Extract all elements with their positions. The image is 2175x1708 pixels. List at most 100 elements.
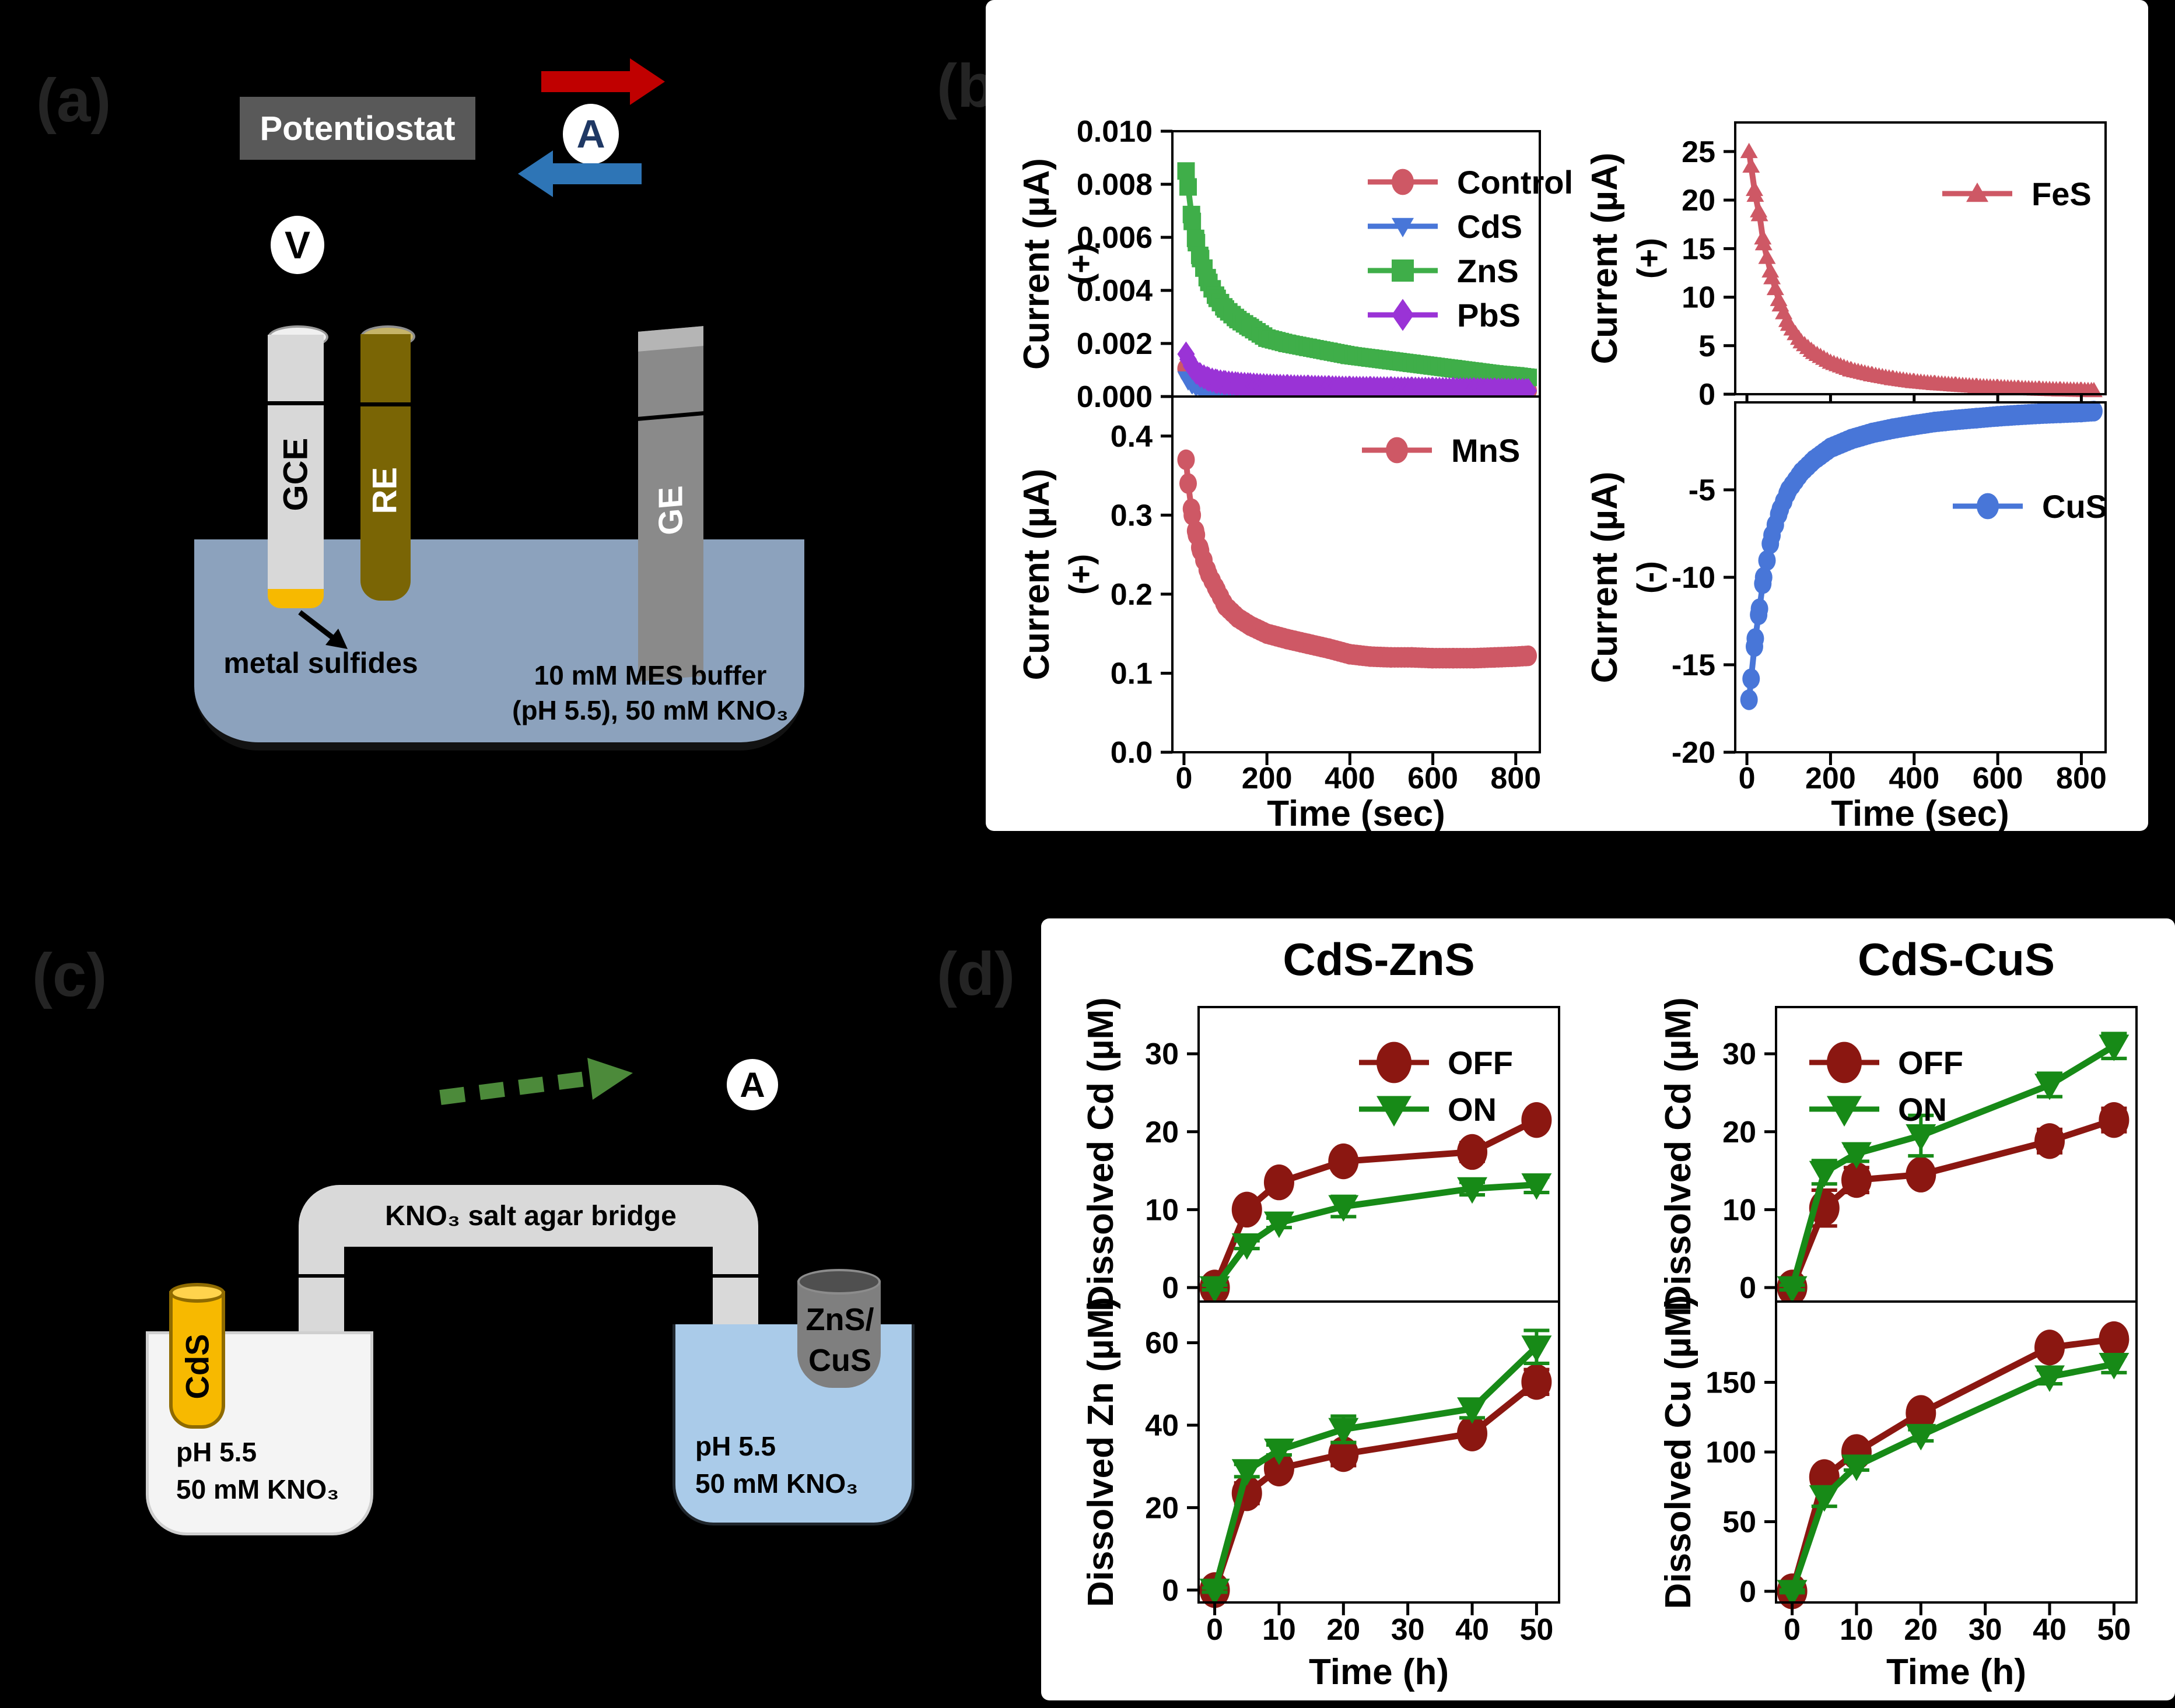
panel-c-label: (c)	[32, 941, 107, 1009]
svg-text:40: 40	[1145, 1409, 1179, 1443]
svg-text:150: 150	[1705, 1366, 1756, 1400]
svg-text:800: 800	[1490, 762, 1541, 795]
svg-text:Time (h): Time (h)	[1309, 1652, 1449, 1692]
svg-text:20: 20	[1682, 184, 1715, 218]
svg-text:Time (sec): Time (sec)	[1831, 794, 2009, 834]
svg-text:600: 600	[1973, 762, 2023, 795]
acceptor-kno3-label: 50 mM KNO₃	[695, 1468, 859, 1499]
svg-text:0: 0	[1784, 1613, 1801, 1647]
gce-clamp-line	[268, 401, 324, 405]
svg-text:ON: ON	[1898, 1091, 1947, 1128]
svg-text:0.0: 0.0	[1111, 736, 1153, 770]
svg-text:0: 0	[1175, 762, 1192, 795]
chart-b_left: 0.000 0.002 0.004 0.006 0.008 0.010 Current (µ…	[1017, 115, 1573, 834]
panel-a-label: (a)	[36, 66, 111, 135]
svg-text:0.000: 0.000	[1077, 380, 1153, 414]
buffer-line1: 10 mM MES buffer	[534, 660, 767, 690]
svg-text:800: 800	[2056, 762, 2107, 795]
svg-text:20: 20	[1145, 1116, 1179, 1149]
svg-text:400: 400	[1889, 762, 1939, 795]
potentiostat-box: Potentiostat	[240, 97, 475, 160]
svg-text:CdS-CuS: CdS-CuS	[1858, 934, 2055, 985]
svg-text:ON: ON	[1448, 1091, 1497, 1128]
ammeter-a-circle: A	[563, 104, 619, 164]
buffer-line2: (pH 5.5), 50 mM KNO₃	[512, 695, 789, 725]
bridge-joint-right	[713, 1274, 758, 1278]
svg-text:50: 50	[1519, 1613, 1553, 1647]
svg-text:0: 0	[1162, 1271, 1179, 1305]
svg-text:0.002: 0.002	[1077, 327, 1153, 361]
donor-kno3-label: 50 mM KNO₃	[176, 1474, 339, 1504]
metal-sulfides-label: metal sulfides	[223, 647, 418, 679]
svg-text:0.008: 0.008	[1077, 168, 1153, 202]
svg-text:Current (µA): Current (µA)	[1017, 158, 1057, 370]
svg-text:Current (µA): Current (µA)	[1017, 469, 1057, 681]
svg-text:0: 0	[1739, 762, 1756, 795]
svg-text:0.006: 0.006	[1077, 221, 1153, 255]
svg-text:5: 5	[1698, 329, 1715, 363]
svg-text:20: 20	[1904, 1613, 1938, 1647]
voltmeter-symbol: V	[284, 223, 311, 266]
acceptor-ph-label: pH 5.5	[695, 1431, 776, 1461]
svg-text:FeS: FeS	[2032, 176, 2092, 212]
cds-electrode-cylinder: CdS	[169, 1283, 225, 1429]
svg-text:60: 60	[1145, 1327, 1179, 1360]
svg-text:Control: Control	[1457, 164, 1573, 201]
bridge-joint-left	[299, 1274, 344, 1278]
znscus-label-line2: CuS	[808, 1343, 871, 1378]
svg-text:Time (h): Time (h)	[1886, 1652, 2026, 1692]
ammeter-c-symbol: A	[740, 1065, 765, 1104]
re-clamp-line	[360, 402, 411, 406]
svg-text:Dissolved Cu (µM): Dissolved Cu (µM)	[1658, 1295, 1698, 1609]
svg-text:ZnS: ZnS	[1457, 252, 1519, 289]
svg-text:10: 10	[1262, 1613, 1296, 1647]
donor-cell-labels: pH 5.5 50 mM KNO₃	[176, 1433, 339, 1508]
acceptor-cell-labels: pH 5.5 50 mM KNO₃	[695, 1428, 858, 1502]
svg-text:-5: -5	[1689, 474, 1715, 507]
svg-text:10: 10	[1682, 281, 1715, 315]
panel-d-label: (d)	[937, 940, 1015, 1008]
svg-text:20: 20	[1722, 1116, 1756, 1149]
svg-text:OFF: OFF	[1898, 1044, 1963, 1081]
green-dashed-arrow-icon	[439, 1058, 633, 1105]
chart-d_right: CdS-CuS 0 10 20 30 Dissolved Cd (µM) OFF ON 0 50 1…	[1658, 934, 2138, 1692]
svg-text:30: 30	[1145, 1037, 1179, 1071]
svg-text:Dissolved Zn (µM): Dissolved Zn (µM)	[1081, 1297, 1121, 1607]
salt-bridge-label: KNO₃ salt agar bridge	[385, 1201, 677, 1232]
svg-text:Dissolved Cd (µM): Dissolved Cd (µM)	[1658, 997, 1698, 1311]
buffer-composition-label: 10 mM MES buffer (pH 5.5), 50 mM KNO₃	[507, 658, 793, 728]
salt-bridge-bar	[299, 1185, 758, 1247]
svg-text:0: 0	[1162, 1574, 1179, 1608]
svg-text:600: 600	[1407, 762, 1458, 795]
svg-text:0.2: 0.2	[1111, 578, 1153, 612]
donor-ph-label: pH 5.5	[176, 1437, 257, 1467]
potentiostat-label: Potentiostat	[260, 109, 456, 148]
svg-text:OFF: OFF	[1448, 1044, 1513, 1081]
re-electrode: RE	[360, 325, 415, 601]
svg-text:40: 40	[2033, 1613, 2067, 1647]
znscus-electrode-label: ZnS/ CuS	[782, 1299, 898, 1381]
svg-text:PbS: PbS	[1457, 297, 1521, 334]
svg-text:0: 0	[1698, 378, 1715, 412]
voltmeter-circle: V	[271, 216, 324, 274]
svg-text:10: 10	[1722, 1193, 1756, 1227]
svg-text:50: 50	[2097, 1613, 2131, 1647]
svg-text:200: 200	[1805, 762, 1856, 795]
svg-text:0: 0	[1206, 1613, 1223, 1647]
svg-text:-10: -10	[1672, 561, 1715, 595]
ammeter-c-circle: A	[727, 1059, 778, 1110]
svg-text:100: 100	[1705, 1436, 1756, 1469]
svg-text:30: 30	[1391, 1613, 1425, 1647]
gce-electrode: GCE	[268, 325, 328, 608]
svg-text:0.3: 0.3	[1111, 499, 1153, 532]
svg-text:20: 20	[1326, 1613, 1360, 1647]
svg-text:10: 10	[1145, 1193, 1179, 1227]
svg-text:CuS: CuS	[2042, 488, 2107, 525]
svg-text:(+): (+)	[1062, 554, 1099, 595]
svg-text:MnS: MnS	[1451, 432, 1520, 469]
blue-left-arrow-icon	[518, 150, 642, 197]
svg-text:15: 15	[1682, 232, 1715, 266]
svg-text:CdS: CdS	[1457, 208, 1522, 245]
svg-text:25: 25	[1682, 135, 1715, 169]
